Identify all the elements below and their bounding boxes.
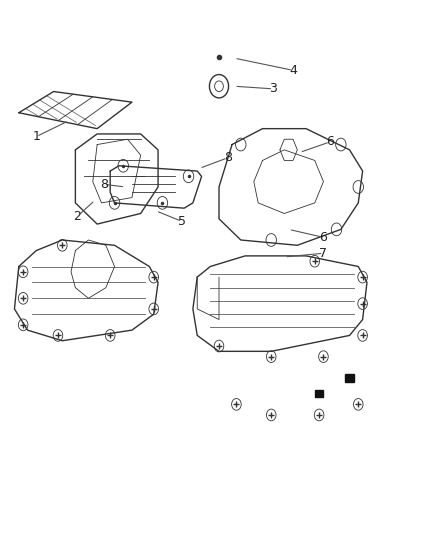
Text: 1: 1 <box>32 130 40 143</box>
Text: 8: 8 <box>224 151 232 164</box>
Bar <box>315 390 323 398</box>
Text: 3: 3 <box>269 83 277 95</box>
Text: 2: 2 <box>74 209 81 223</box>
Text: 5: 5 <box>178 215 186 228</box>
Text: 6: 6 <box>326 135 334 148</box>
Text: 6: 6 <box>319 231 327 244</box>
Bar <box>345 374 354 382</box>
Text: 7: 7 <box>319 247 328 260</box>
Text: 4: 4 <box>289 64 297 77</box>
Text: 8: 8 <box>100 178 108 191</box>
